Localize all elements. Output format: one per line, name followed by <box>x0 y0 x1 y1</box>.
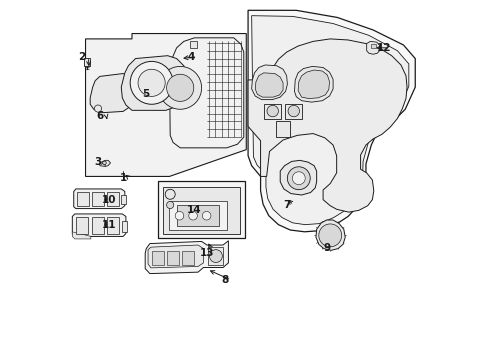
Bar <box>152 251 163 265</box>
Polygon shape <box>315 220 345 250</box>
Text: 1: 1 <box>119 173 126 183</box>
Polygon shape <box>90 73 134 113</box>
Text: 11: 11 <box>102 220 116 230</box>
Bar <box>176 205 219 226</box>
Bar <box>169 202 226 230</box>
Circle shape <box>159 66 201 109</box>
Circle shape <box>266 105 278 117</box>
Circle shape <box>292 172 305 185</box>
Circle shape <box>287 167 309 190</box>
Polygon shape <box>74 189 124 208</box>
Bar <box>121 195 126 204</box>
Bar <box>83 58 90 66</box>
Text: 3: 3 <box>94 157 102 167</box>
Polygon shape <box>298 70 329 99</box>
Polygon shape <box>251 65 287 100</box>
Polygon shape <box>247 39 406 212</box>
Circle shape <box>102 161 106 165</box>
Polygon shape <box>100 160 110 166</box>
Polygon shape <box>148 245 203 268</box>
Bar <box>207 247 223 265</box>
Polygon shape <box>251 16 408 225</box>
Bar <box>91 217 103 234</box>
Text: 4: 4 <box>187 52 194 62</box>
Text: 2: 2 <box>78 52 85 62</box>
Text: 5: 5 <box>142 89 150 99</box>
Circle shape <box>166 202 173 208</box>
Polygon shape <box>72 232 91 239</box>
Polygon shape <box>169 38 244 148</box>
Text: 8: 8 <box>221 275 228 285</box>
Circle shape <box>202 211 210 220</box>
Polygon shape <box>255 73 283 97</box>
Bar <box>92 192 103 206</box>
Text: 13: 13 <box>199 248 214 258</box>
Circle shape <box>209 249 222 262</box>
Text: 12: 12 <box>376 43 390 53</box>
Polygon shape <box>72 214 125 237</box>
Text: 7: 7 <box>283 200 290 210</box>
Polygon shape <box>280 160 316 195</box>
Polygon shape <box>85 33 246 176</box>
Circle shape <box>175 211 183 220</box>
Polygon shape <box>294 66 332 102</box>
Bar <box>264 104 281 118</box>
Circle shape <box>138 69 165 96</box>
Bar <box>77 192 88 206</box>
Bar <box>285 104 302 118</box>
Bar <box>76 217 88 234</box>
Circle shape <box>188 211 197 220</box>
Bar <box>370 44 376 48</box>
Circle shape <box>287 105 299 117</box>
Bar <box>107 217 119 234</box>
Circle shape <box>166 74 193 102</box>
Bar <box>163 187 240 234</box>
Text: 6: 6 <box>96 111 103 121</box>
Polygon shape <box>366 41 379 54</box>
Text: 10: 10 <box>102 195 116 204</box>
Bar <box>190 41 197 48</box>
Bar <box>182 251 193 265</box>
Circle shape <box>130 62 173 104</box>
Polygon shape <box>145 241 228 274</box>
Circle shape <box>165 189 175 199</box>
Bar <box>107 192 119 206</box>
Bar <box>122 221 127 232</box>
Circle shape <box>94 105 102 112</box>
Bar <box>158 181 244 238</box>
Polygon shape <box>247 10 414 232</box>
Polygon shape <box>121 56 187 111</box>
Circle shape <box>318 224 341 247</box>
Text: 9: 9 <box>323 243 329 253</box>
Bar <box>167 251 179 265</box>
Bar <box>275 121 290 137</box>
Text: 14: 14 <box>187 205 202 215</box>
